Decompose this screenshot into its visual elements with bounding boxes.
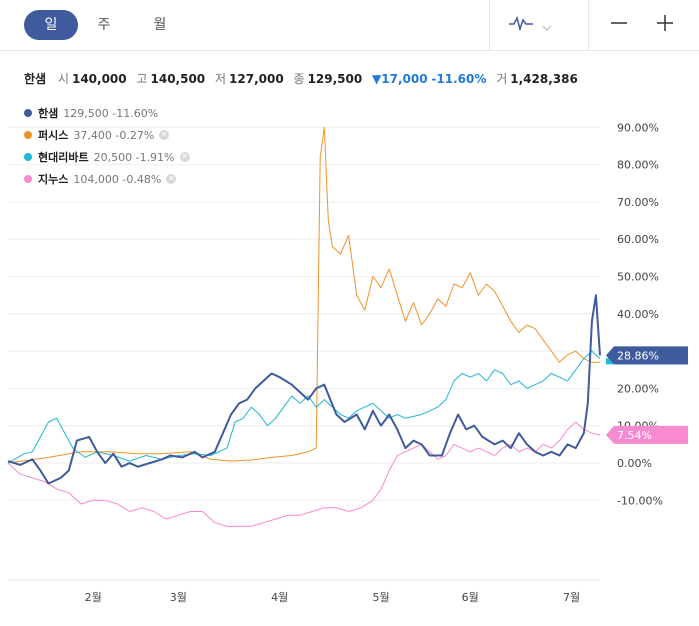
chevron-down-icon <box>542 16 552 35</box>
y-tick-label: 80.00% <box>617 159 659 172</box>
zoom-in-button[interactable] <box>650 10 680 40</box>
close-price: 129,500 <box>307 72 363 86</box>
remove-series-icon[interactable]: ✕ <box>179 152 190 162</box>
legend-stat: 129,500 -11.60% <box>63 106 159 120</box>
y-tick-label: 40.00% <box>617 308 659 321</box>
legend-name: 퍼시스 <box>38 129 69 142</box>
line-chart-icon <box>508 15 534 35</box>
chart-type-dropdown[interactable] <box>500 10 560 40</box>
legend-name: 한샘 <box>38 107 59 120</box>
y-tick-label: 50.00% <box>617 271 659 284</box>
legend-stat: 104,000 -0.48% <box>73 172 162 186</box>
open-label: 시 <box>57 72 69 86</box>
open-price: 140,000 <box>71 72 127 86</box>
legend-item-fursys: 퍼시스 37,400 -0.27% ✕ <box>24 124 190 146</box>
chart-legend: 한샘 129,500 -11.60% 퍼시스 37,400 -0.27% ✕ 현… <box>24 102 190 190</box>
high-price: 140,500 <box>150 72 206 86</box>
series-line-2 <box>7 350 601 464</box>
x-tick-label: 4월 <box>271 591 288 604</box>
y-tick-label: 0.00% <box>617 457 652 470</box>
low-price: 127,000 <box>229 72 284 86</box>
x-tick-label: 7월 <box>563 591 580 604</box>
chart-toolbar: 일 주 월 <box>0 0 699 51</box>
legend-dot <box>24 131 32 139</box>
volume-value: 1,428,386 <box>510 72 578 86</box>
legend-stat: 20,500 -1.91% <box>93 150 175 164</box>
legend-stat: 37,400 -0.27% <box>73 128 155 142</box>
y-tick-label: 70.00% <box>617 196 659 209</box>
volume-label: 거 <box>496 72 508 86</box>
end-value-label: 28.86% <box>617 349 659 362</box>
x-tick-label: 6월 <box>462 591 479 604</box>
remove-series-icon[interactable]: ✕ <box>159 130 170 140</box>
series-line-0 <box>7 294 601 485</box>
legend-name: 지누스 <box>38 173 69 186</box>
legend-dot <box>24 175 32 183</box>
minus-icon <box>610 14 628 36</box>
x-tick-label: 5월 <box>372 591 389 604</box>
x-tick-label: 3월 <box>170 591 187 604</box>
series-line-3 <box>7 421 601 527</box>
close-label: 종 <box>293 72 305 86</box>
remove-series-icon[interactable]: ✕ <box>166 174 177 184</box>
quote-summary: 한샘 시 140,000 고 140,500 저 127,000 종 129,500 ▼… <box>24 70 584 87</box>
toolbar-divider <box>588 0 589 50</box>
price-change-pct: -11.60% <box>431 72 487 86</box>
legend-dot <box>24 109 32 117</box>
x-tick-label: 2월 <box>85 591 102 604</box>
price-change: ▼17,000 <box>372 72 428 86</box>
legend-name: 현대리바트 <box>38 151 89 164</box>
stock-name: 한샘 <box>24 72 47 86</box>
y-tick-label: 60.00% <box>617 233 659 246</box>
end-value-tag <box>606 346 688 365</box>
legend-item-zinus: 지누스 104,000 -0.48% ✕ <box>24 168 190 190</box>
plus-icon <box>656 14 674 36</box>
y-tick-label: -10.00% <box>617 494 663 507</box>
series-line-1 <box>7 126 600 464</box>
y-tick-label: 20.00% <box>617 382 659 395</box>
end-value-label: 7.54% <box>617 429 652 442</box>
period-day-button[interactable]: 일 <box>24 10 78 40</box>
high-label: 고 <box>136 72 148 86</box>
legend-item-hanssem: 한샘 129,500 -11.60% <box>24 102 190 124</box>
toolbar-divider <box>489 0 490 50</box>
period-week-button[interactable]: 주 <box>97 17 111 33</box>
period-month-button[interactable]: 월 <box>153 17 167 33</box>
zoom-out-button[interactable] <box>604 10 634 40</box>
legend-dot <box>24 153 32 161</box>
end-value-tag <box>606 425 688 444</box>
legend-item-hyundai-livart: 현대리바트 20,500 -1.91% ✕ <box>24 146 190 168</box>
y-tick-label: 90.00% <box>617 121 659 134</box>
low-label: 저 <box>214 72 227 86</box>
